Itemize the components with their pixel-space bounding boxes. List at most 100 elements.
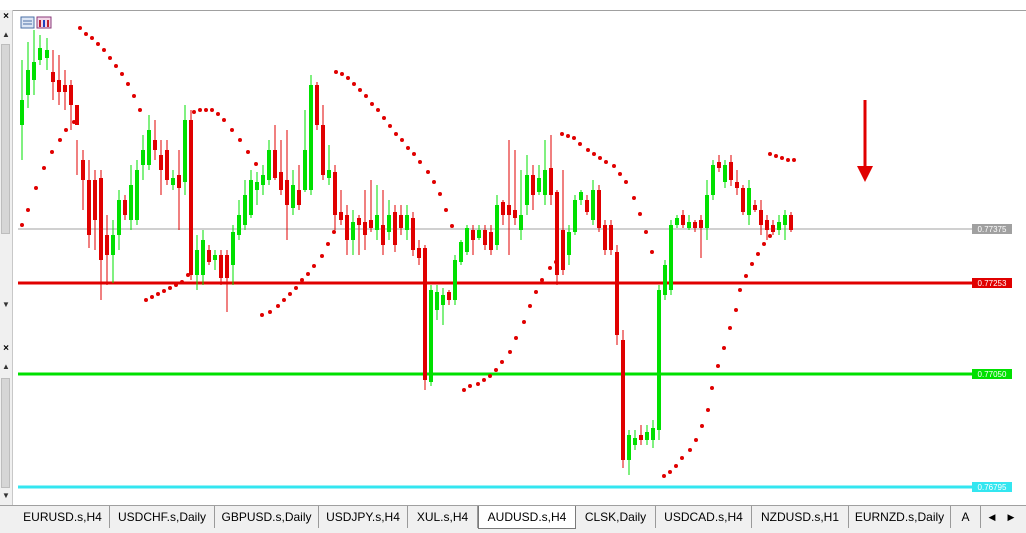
candle-body xyxy=(645,432,649,440)
candle xyxy=(219,250,223,285)
close-icon[interactable]: × xyxy=(3,343,9,354)
candle-body xyxy=(561,230,565,270)
scrollbar-thumb[interactable] xyxy=(1,44,10,234)
candle-body xyxy=(75,105,79,125)
candle xyxy=(273,125,277,180)
candle xyxy=(609,220,613,255)
candle-body xyxy=(279,172,283,190)
sar-dot xyxy=(132,94,136,98)
scroll-up-icon[interactable]: ▲ xyxy=(2,30,10,39)
candle-body xyxy=(507,205,511,215)
candle-body xyxy=(369,220,373,228)
sar-dot xyxy=(186,273,190,277)
tab-audusd-s-h4[interactable]: AUDUSD.s,H4 xyxy=(478,506,576,529)
sar-dot xyxy=(382,116,386,120)
candle-body xyxy=(363,222,367,235)
candle xyxy=(705,180,709,240)
scroll-down-icon[interactable]: ▼ xyxy=(2,300,10,309)
candle-body xyxy=(573,200,577,232)
candle-body xyxy=(57,80,61,92)
tab-clsk-daily[interactable]: CLSK,Daily xyxy=(576,506,656,528)
tab-usdchf-s-daily[interactable]: USDCHF.s,Daily xyxy=(110,506,215,528)
properties-icon[interactable] xyxy=(20,16,35,29)
tab-prev-icon[interactable]: ◀ xyxy=(988,512,996,522)
candle-body xyxy=(765,220,769,230)
candle-body xyxy=(597,190,601,228)
scroll-up-icon[interactable]: ▲ xyxy=(2,362,10,371)
candle xyxy=(81,150,85,210)
candle xyxy=(615,245,619,345)
sar-dot xyxy=(352,82,356,86)
candle xyxy=(483,225,487,250)
candle-body xyxy=(639,435,643,440)
sar-dot xyxy=(34,186,38,190)
candle-body xyxy=(243,195,247,225)
candle-body xyxy=(147,130,151,165)
tab-gbpusd-s-daily[interactable]: GBPUSD.s,Daily xyxy=(215,506,319,528)
tab-usdjpy-s-h4[interactable]: USDJPY.s,H4 xyxy=(319,506,408,528)
tab-xul-s-h4[interactable]: XUL.s,H4 xyxy=(408,506,478,528)
candle-body xyxy=(26,70,30,95)
candle xyxy=(627,430,631,475)
sar-dot xyxy=(108,56,112,60)
sar-dot xyxy=(320,254,324,258)
candle xyxy=(573,195,577,235)
candle xyxy=(249,170,253,218)
price-label-box xyxy=(972,369,1012,379)
candle-body xyxy=(501,202,505,215)
candle xyxy=(741,185,745,215)
candle xyxy=(243,180,247,230)
scrollbar-thumb[interactable] xyxy=(1,378,10,488)
sar-dot xyxy=(674,464,678,468)
sar-dot xyxy=(528,304,532,308)
sar-dot xyxy=(668,470,672,474)
tab-eurnzd-s-daily[interactable]: EURNZD.s,Daily xyxy=(849,506,951,528)
candle-body xyxy=(705,195,709,228)
candle-body xyxy=(261,175,265,185)
sar-dot xyxy=(700,424,704,428)
tab-usdcad-s-h4[interactable]: USDCAD.s,H4 xyxy=(656,506,752,528)
tab-a[interactable]: A xyxy=(951,506,981,528)
candle xyxy=(267,140,271,185)
sar-dot xyxy=(438,192,442,196)
sar-dot xyxy=(744,274,748,278)
candle-body xyxy=(417,248,421,258)
price-chart[interactable]: 0.77375 0.77253 0.77050 0.76795 xyxy=(0,0,1026,505)
candle xyxy=(99,170,103,300)
sar-dot xyxy=(192,110,196,114)
tab-eurusd-s-h4[interactable]: EURUSD.s,H4 xyxy=(16,506,110,528)
scroll-down-icon[interactable]: ▼ xyxy=(2,491,10,500)
window-top-border xyxy=(0,10,1026,11)
candle xyxy=(747,180,751,225)
candle xyxy=(45,38,49,70)
candle xyxy=(435,285,439,320)
candle-body xyxy=(117,200,121,235)
candle xyxy=(309,75,313,195)
candle-body xyxy=(345,215,349,240)
sar-dot xyxy=(694,438,698,442)
tab-next-icon[interactable]: ▶ xyxy=(1007,512,1015,522)
candle-body xyxy=(513,210,517,218)
candle xyxy=(555,190,559,285)
candle-body xyxy=(225,255,229,278)
sar-dot xyxy=(638,212,642,216)
sar-dot xyxy=(246,150,250,154)
candle xyxy=(357,215,361,255)
candle-body xyxy=(351,222,355,240)
candle xyxy=(489,225,493,255)
candle-body xyxy=(759,210,763,225)
candle xyxy=(159,140,163,195)
sar-dot xyxy=(370,102,374,106)
candle xyxy=(69,80,73,130)
candle-body xyxy=(255,182,259,190)
candle xyxy=(38,35,42,65)
candle xyxy=(639,425,643,445)
candle-body xyxy=(111,235,115,255)
candle-body xyxy=(249,180,253,215)
sar-dot xyxy=(792,158,796,162)
candle-body xyxy=(63,85,67,92)
candle-body xyxy=(549,168,553,195)
tab-nzdusd-s-h1[interactable]: NZDUSD.s,H1 xyxy=(752,506,849,528)
sar-dot xyxy=(376,108,380,112)
close-icon[interactable]: × xyxy=(3,11,9,22)
